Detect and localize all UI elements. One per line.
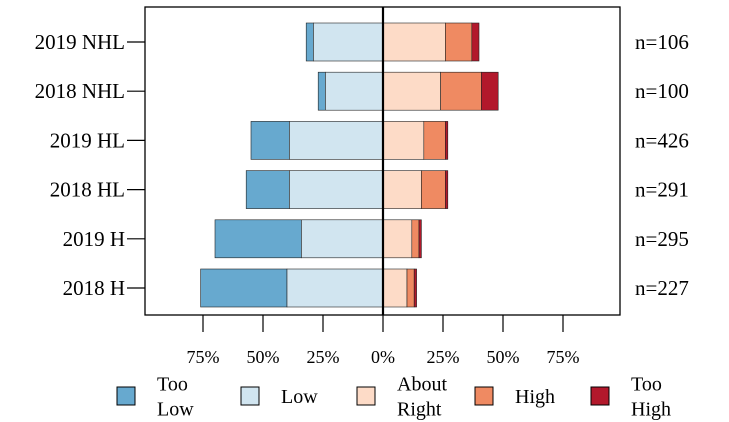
legend-swatch [590,386,610,406]
bar-segment [411,219,420,259]
y-tick-label: 2019 H [63,227,125,251]
bar-segment [214,219,302,259]
bars-layer [200,22,499,308]
bar-segment [286,268,384,308]
y-tick-label: 2018 HL [50,178,125,202]
bar-segment [382,268,408,308]
legend-label: High [515,386,555,408]
y-tick-label: 2018 H [63,276,125,300]
bar-segment [382,219,413,259]
bar-segment [313,22,384,62]
x-tick-label: 50% [487,347,520,367]
x-tick-label: 0% [371,347,395,367]
y-tick-label: 2019 NHL [35,30,125,54]
x-tick-label: 75% [187,347,220,367]
legend-label: Too [631,374,662,396]
bar-segment [382,121,425,160]
legend: Too Low Low About Right High Too High [116,374,671,421]
x-tick-label: 50% [247,347,280,367]
count-label: n=426 [635,128,689,152]
bar-segment [325,71,384,111]
bar-segment [471,22,480,62]
bar-segment [289,121,384,160]
count-label: n=295 [635,227,689,251]
x-axis: 75% 50% 25% 0% 25% 50% 75% [187,315,580,367]
legend-label: Low [157,399,194,421]
bar-segment [421,170,446,209]
bar-segment [406,268,415,308]
count-label: n=227 [635,276,689,300]
bar-segment [301,219,384,259]
bar-segment [481,71,499,111]
sample-size-labels: n=106 n=100 n=426 n=291 n=295 n=227 [635,30,689,300]
legend-swatch [356,386,376,406]
bar-segment [445,121,449,160]
legend-swatch [116,386,136,406]
legend-swatch [474,386,494,406]
legend-swatch [240,386,260,406]
bar-segment [418,219,422,259]
legend-label: About [397,374,447,396]
x-tick-label: 25% [307,347,340,367]
legend-label: High [631,399,671,421]
x-tick-label: 25% [427,347,460,367]
bar-segment [382,71,441,111]
y-axis: 2019 NHL 2018 NHL 2019 HL 2018 HL 2019 H 2018… [35,30,145,300]
bar-segment [305,22,314,62]
count-label: n=100 [635,79,689,103]
bar-segment [245,170,290,209]
bar-segment [250,121,290,160]
bar-segment [200,268,288,308]
x-tick-label: 75% [547,347,580,367]
legend-label: Right [397,399,442,421]
y-tick-label: 2019 HL [50,128,125,152]
bar-segment [423,121,446,160]
bar-segment [382,22,446,62]
legend-label: Low [281,386,318,408]
bar-segment [317,71,326,111]
count-label: n=291 [635,178,689,202]
bar-segment [440,71,482,111]
legend-label: Too [157,374,188,396]
bar-segment [289,170,384,209]
count-label: n=106 [635,30,689,54]
y-tick-label: 2018 NHL [35,79,125,103]
bar-segment [382,170,422,209]
bar-segment [445,170,449,209]
bar-segment [445,22,473,62]
bar-segment [413,268,417,308]
